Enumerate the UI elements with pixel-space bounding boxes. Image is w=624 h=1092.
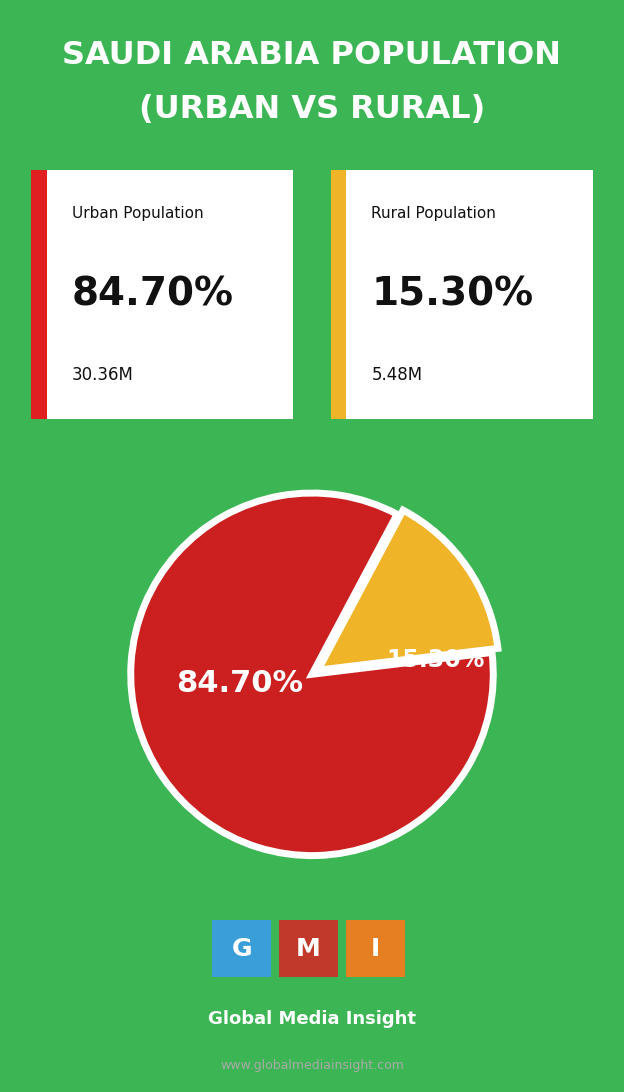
Wedge shape (131, 494, 493, 856)
FancyBboxPatch shape (31, 170, 293, 418)
FancyBboxPatch shape (331, 170, 593, 418)
Text: www.globalmediainsight.com: www.globalmediainsight.com (220, 1059, 404, 1071)
Text: 84.70%: 84.70% (72, 275, 234, 313)
Text: M: M (296, 937, 321, 961)
Text: 84.70%: 84.70% (176, 669, 303, 698)
Text: 15.30%: 15.30% (371, 275, 534, 313)
Bar (212, 919, 271, 977)
Text: G: G (232, 937, 252, 961)
Text: SAUDI ARABIA POPULATION: SAUDI ARABIA POPULATION (62, 39, 562, 71)
Bar (31, 170, 47, 418)
Text: (URBAN VS RURAL): (URBAN VS RURAL) (139, 94, 485, 124)
Text: 15.30%: 15.30% (386, 648, 484, 672)
Text: Rural Population: Rural Population (371, 205, 496, 221)
Text: I: I (371, 937, 380, 961)
Bar (279, 919, 338, 977)
Bar (346, 919, 405, 977)
Text: 30.36M: 30.36M (72, 366, 134, 384)
Text: Urban Population: Urban Population (72, 205, 203, 221)
Text: 5.48M: 5.48M (371, 366, 422, 384)
Bar (331, 170, 346, 418)
Wedge shape (318, 510, 498, 670)
Text: Global Media Insight: Global Media Insight (208, 1010, 416, 1029)
